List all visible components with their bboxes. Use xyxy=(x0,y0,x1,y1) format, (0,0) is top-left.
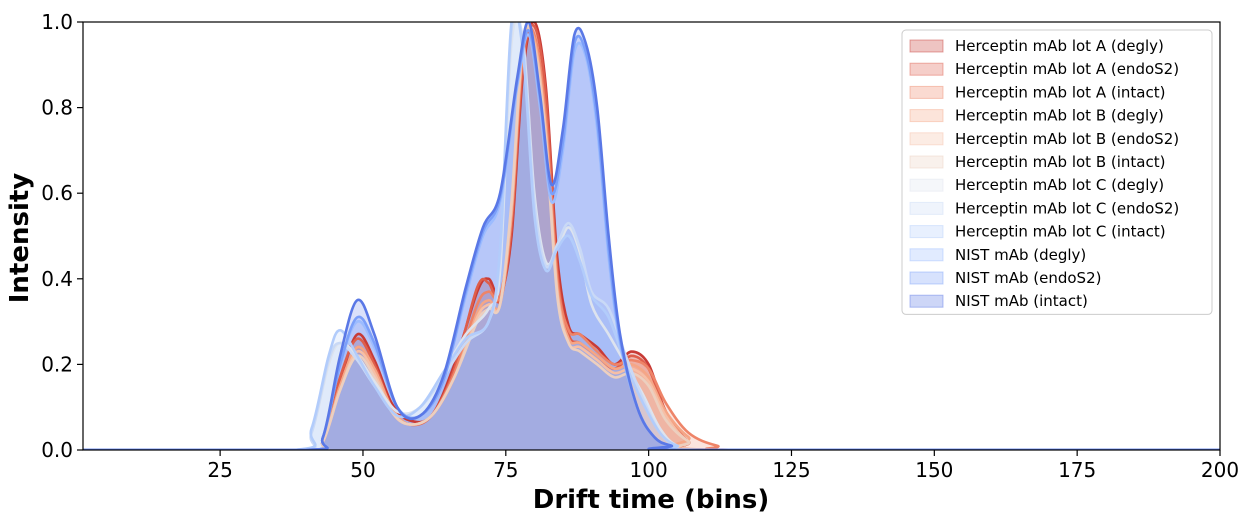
x-axis: 25 50 75 100 125 150 175 200 xyxy=(207,450,1239,482)
x-tick-label: 150 xyxy=(915,458,953,482)
legend-swatch xyxy=(909,132,944,146)
legend-entry-label: Herceptin mAb lot A (intact) xyxy=(955,83,1165,101)
legend-entry-label: Herceptin mAb lot A (degly) xyxy=(955,37,1164,55)
legend-entry-label: Herceptin mAb lot A (endoS2) xyxy=(955,60,1179,78)
x-tick-label: 25 xyxy=(207,458,232,482)
legend-swatch xyxy=(909,225,944,239)
x-tick-label: 125 xyxy=(772,458,810,482)
x-tick-label: 200 xyxy=(1201,458,1239,482)
legend-entry-label: NIST mAb (endoS2) xyxy=(955,269,1101,287)
x-tick-label: 175 xyxy=(1058,458,1096,482)
legend-entry-label: NIST mAb (degly) xyxy=(955,246,1086,264)
y-tick-label: 0.4 xyxy=(41,267,73,291)
legend-swatch xyxy=(909,85,944,99)
legend-swatch xyxy=(909,178,944,192)
legend-entry-label: NIST mAb (intact) xyxy=(955,292,1088,310)
legend-swatch xyxy=(909,109,944,123)
legend-swatch xyxy=(909,248,944,262)
x-tick-label: 50 xyxy=(350,458,375,482)
legend-entry-label: Herceptin mAb lot C (intact) xyxy=(955,223,1166,241)
x-tick-label: 100 xyxy=(630,458,668,482)
x-axis-title: Drift time (bins) xyxy=(533,485,770,515)
legend-entry-label: Herceptin mAb lot B (degly) xyxy=(955,107,1164,125)
legend-swatch xyxy=(909,155,944,169)
legend-swatch xyxy=(909,271,944,285)
legend-swatch xyxy=(909,39,944,53)
legend: Herceptin mAb lot A (degly) Herceptin mAb… xyxy=(901,29,1213,315)
series-lines xyxy=(83,22,1220,450)
legend-entry-label: Herceptin mAb lot C (degly) xyxy=(955,176,1164,194)
y-axis-title: Intensity xyxy=(5,173,35,304)
series-line-herceptin-mab-lot-c-intact xyxy=(83,22,1220,450)
legend-swatch xyxy=(909,294,944,308)
y-tick-label: 0.0 xyxy=(41,438,73,462)
y-axis: 0.0 0.2 0.4 0.6 0.8 1.0 xyxy=(41,10,83,462)
series-line-nist-mab-intact xyxy=(83,22,1220,450)
legend-swatch xyxy=(909,201,944,215)
x-tick-label: 75 xyxy=(493,458,518,482)
plot-frame xyxy=(82,21,1221,451)
y-tick-label: 0.6 xyxy=(41,181,73,205)
y-tick-label: 0.2 xyxy=(41,352,73,376)
y-tick-label: 0.8 xyxy=(41,96,73,120)
legend-entry-label: Herceptin mAb lot C (endoS2) xyxy=(955,199,1179,217)
legend-entry-label: Herceptin mAb lot B (endoS2) xyxy=(955,130,1179,148)
legend-entry-label: Herceptin mAb lot B (intact) xyxy=(955,153,1165,171)
legend-swatch xyxy=(909,62,944,76)
legend-frame xyxy=(901,29,1213,315)
y-tick-label: 1.0 xyxy=(41,10,73,34)
